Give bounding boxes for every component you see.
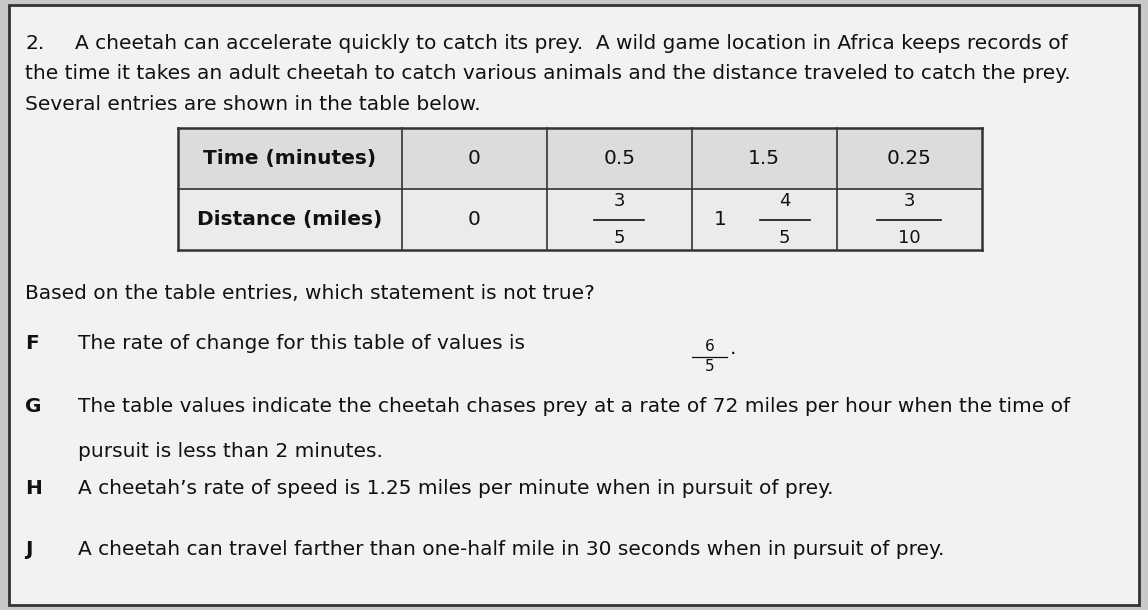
Text: A cheetah’s rate of speed is 1.25 miles per minute when in pursuit of prey.: A cheetah’s rate of speed is 1.25 miles … [78, 479, 833, 498]
Text: 0: 0 [468, 210, 481, 229]
Text: 0.5: 0.5 [603, 149, 635, 168]
Text: Time (minutes): Time (minutes) [203, 149, 377, 168]
Text: 5: 5 [779, 229, 791, 247]
Text: 4: 4 [779, 192, 791, 210]
FancyBboxPatch shape [691, 189, 837, 250]
FancyBboxPatch shape [402, 189, 546, 250]
Text: G: G [25, 396, 41, 415]
Text: The table values indicate the cheetah chases prey at a rate of 72 miles per hour: The table values indicate the cheetah ch… [78, 396, 1070, 415]
FancyBboxPatch shape [178, 128, 402, 189]
FancyBboxPatch shape [691, 128, 837, 189]
Text: F: F [25, 334, 39, 353]
Text: H: H [25, 479, 42, 498]
FancyBboxPatch shape [837, 128, 982, 189]
Text: The rate of change for this table of values is: The rate of change for this table of val… [78, 334, 532, 353]
FancyBboxPatch shape [402, 128, 546, 189]
Text: Distance (miles): Distance (miles) [197, 210, 382, 229]
Text: Based on the table entries, which statement is not true?: Based on the table entries, which statem… [25, 284, 595, 303]
Text: Several entries are shown in the table below.: Several entries are shown in the table b… [25, 95, 481, 113]
Text: 2.: 2. [25, 34, 45, 52]
FancyBboxPatch shape [546, 128, 691, 189]
Text: 0.25: 0.25 [886, 149, 931, 168]
Text: 5: 5 [705, 359, 714, 374]
Text: 3: 3 [903, 192, 915, 210]
Text: 5: 5 [613, 229, 625, 247]
Text: A cheetah can accelerate quickly to catch its prey.  A wild game location in Afr: A cheetah can accelerate quickly to catc… [75, 34, 1068, 52]
Text: the time it takes an adult cheetah to catch various animals and the distance tra: the time it takes an adult cheetah to ca… [25, 64, 1071, 83]
Text: 3: 3 [613, 192, 625, 210]
Text: 6: 6 [705, 339, 714, 354]
FancyBboxPatch shape [546, 189, 691, 250]
Text: 10: 10 [898, 229, 921, 247]
Text: J: J [25, 540, 33, 559]
Text: A cheetah can travel farther than one-half mile in 30 seconds when in pursuit of: A cheetah can travel farther than one-ha… [78, 540, 945, 559]
Text: 1: 1 [714, 210, 727, 229]
FancyBboxPatch shape [178, 189, 402, 250]
Text: 1.5: 1.5 [748, 149, 781, 168]
Text: .: . [730, 339, 737, 358]
Text: pursuit is less than 2 minutes.: pursuit is less than 2 minutes. [78, 442, 383, 461]
Text: 0: 0 [468, 149, 481, 168]
FancyBboxPatch shape [9, 5, 1139, 605]
FancyBboxPatch shape [837, 189, 982, 250]
